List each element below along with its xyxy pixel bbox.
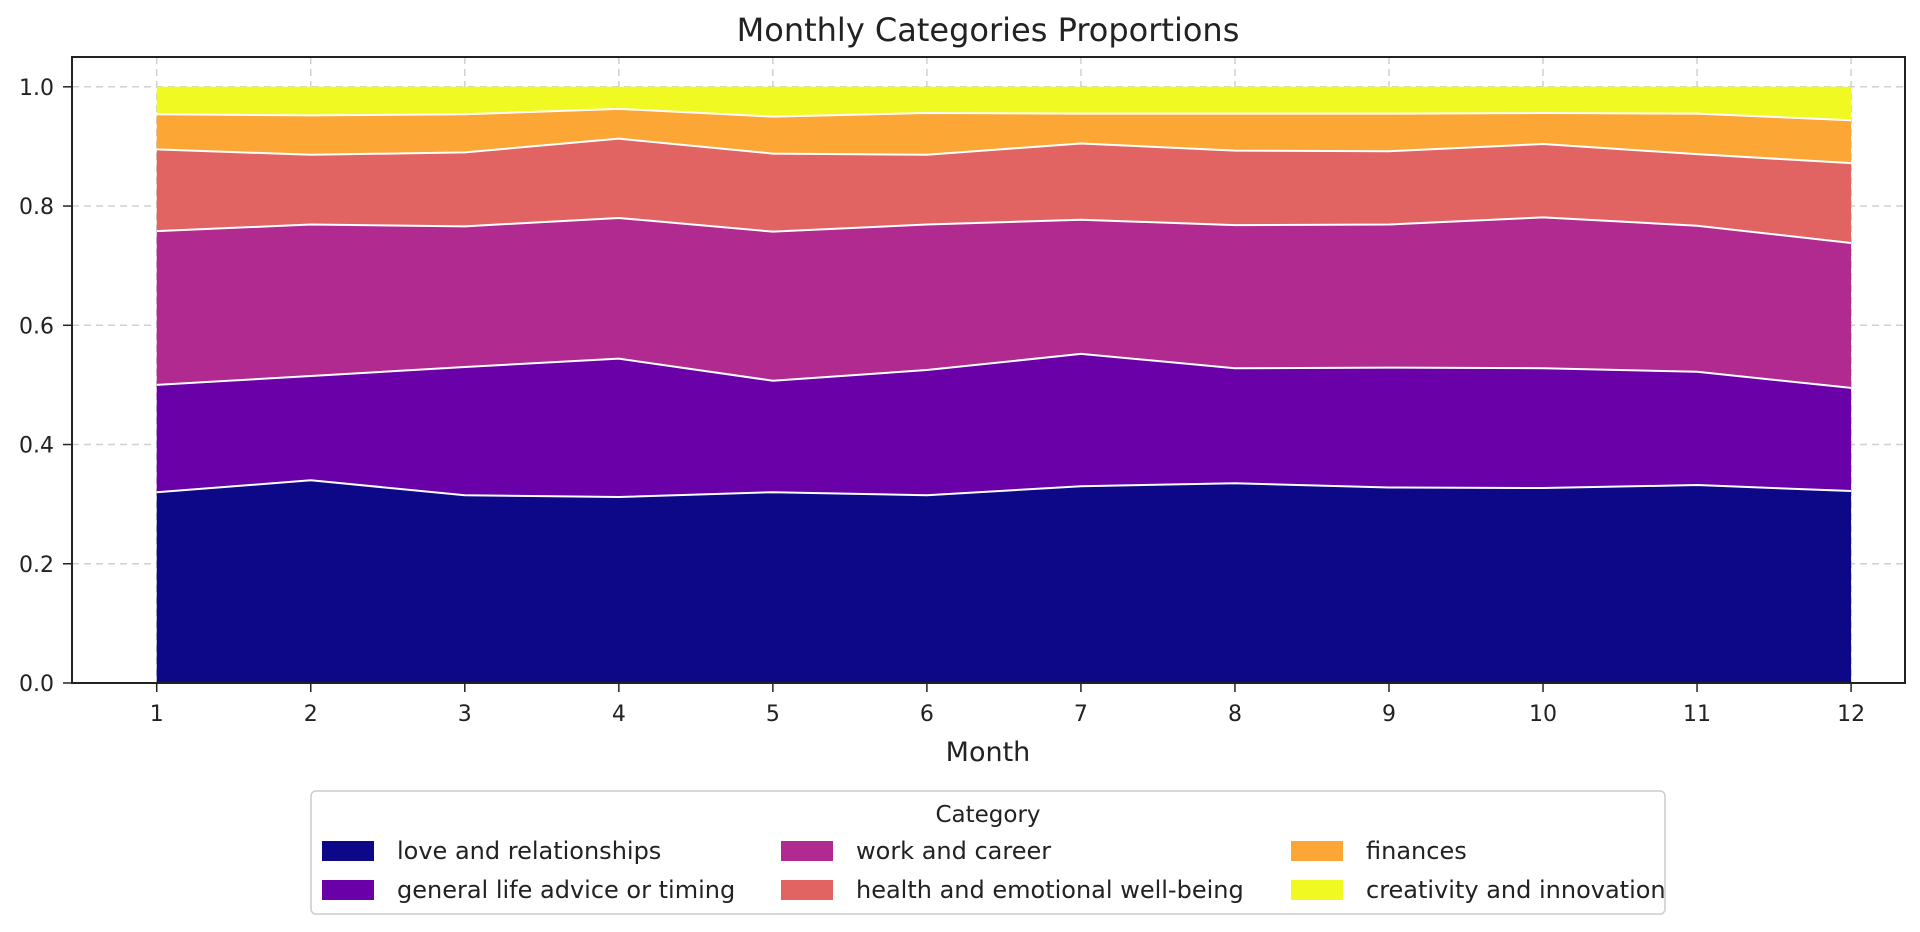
y-tick-label-0.4: 0.4 [19,434,54,459]
x-tick-label-1: 1 [150,702,164,727]
x-axis-ticks: 1 2 3 4 5 6 7 8 9 10 11 12 [150,683,1865,727]
legend-item-love-and-relationships: love and relationships [322,837,661,865]
plot-frame [71,56,1906,684]
x-tick-label-3: 3 [458,702,472,727]
legend-swatch-creativity-and-innovation [1291,880,1343,900]
area-general-life-advice-or-timing [156,353,1852,497]
y-tick-label-0.2: 0.2 [19,553,54,578]
boundary-line-finances [156,107,1852,122]
x-tick-label-12: 12 [1837,702,1865,727]
x-tick-label-10: 10 [1529,702,1557,727]
legend-title: Category [935,802,1040,828]
x-tick-label-4: 4 [612,702,626,727]
legend-items: love and relationships general life advic… [322,837,1666,904]
legend-item-work-and-career: work and career [781,837,1051,865]
x-tick-label-2: 2 [304,702,318,727]
legend-label-finances: finances [1366,837,1467,865]
area-finances [156,108,1852,164]
x-tick-label-7: 7 [1074,702,1088,727]
x-tick-label-8: 8 [1228,702,1242,727]
x-axis-label: Month [946,737,1031,768]
y-tick-label-0.0: 0.0 [19,672,54,697]
legend-swatch-work-and-career [781,841,833,861]
legend-item-finances: finances [1291,837,1467,865]
area-series-group [156,86,1852,683]
legend-item-health-and-emotional-well-being: health and emotional well-being [781,876,1244,904]
x-tick-label-11: 11 [1683,702,1711,727]
x-tick-label-5: 5 [766,702,780,727]
y-tick-label-0.6: 0.6 [19,314,54,339]
chart-title: Monthly Categories Proportions [737,11,1240,49]
legend-item-creativity-and-innovation: creativity and innovation [1291,876,1666,904]
legend-swatch-finances [1291,841,1343,861]
legend: Category love and relationships general l… [310,790,1666,915]
legend-swatch-health-and-emotional-well-being [781,880,833,900]
legend-label-general-life-advice-or-timing: general life advice or timing [397,876,735,904]
boundary-line-work-and-career [156,216,1852,245]
boundary-line-health-and-emotional-well-being [156,137,1852,165]
legend-swatch-general-life-advice-or-timing [322,880,374,900]
x-tick-label-9: 9 [1382,702,1396,727]
series-boundary-lines [156,107,1852,498]
area-work-and-career [156,217,1852,388]
legend-swatch-love-and-relationships [322,841,374,861]
legend-item-general-life-advice-or-timing: general life advice or timing [322,876,735,904]
legend-label-love-and-relationships: love and relationships [397,837,661,865]
boundary-line-love-and-relationships [156,479,1852,498]
y-tick-label-0.8: 0.8 [19,195,54,220]
legend-label-health-and-emotional-well-being: health and emotional well-being [856,876,1244,904]
legend-label-creativity-and-innovation: creativity and innovation [1366,876,1666,904]
legend-label-work-and-career: work and career [856,837,1051,865]
area-creativity-and-innovation [156,86,1852,121]
area-love-and-relationships [156,480,1852,683]
area-health-and-emotional-well-being [156,138,1852,244]
y-tick-label-1.0: 1.0 [19,76,54,101]
x-tick-label-6: 6 [920,702,934,727]
boundary-line-general-life-advice-or-timing [156,352,1852,389]
y-axis-ticks: 0.0 0.2 0.4 0.6 0.8 1.0 [19,76,72,697]
